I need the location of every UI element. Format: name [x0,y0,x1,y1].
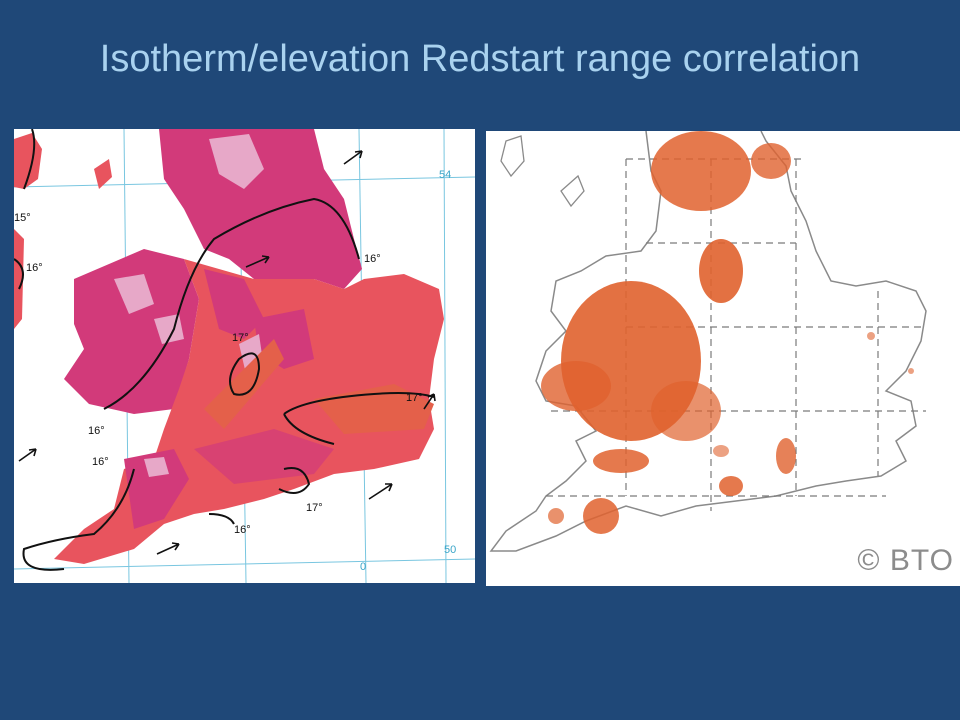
redstart-distribution [541,131,914,534]
isotherm-elevation-map: 15° 16° 16° 17° 16° 17° 16° 17° 16° 54 5… [14,129,475,583]
latitude-label-54: 54 [439,169,451,181]
isotherm-label-16d: 16° [92,456,109,468]
coastline [489,131,927,552]
isotherm-label-17c: 17° [306,502,323,514]
isotherm-label-17a: 17° [232,332,249,344]
longitude-label-0: 0 [360,561,366,573]
isotherm-label-15: 15° [14,212,31,224]
isotherm-label-16b: 16° [364,253,381,265]
isotherm-label-16c: 16° [88,425,105,437]
bto-copyright: © BTO [857,544,954,577]
isotherm-lines [14,129,435,571]
isotherm-label-17b: 17° [406,392,423,404]
slide-title: Isotherm/elevation Redstart range correl… [99,38,861,80]
wind-arrows [18,150,436,555]
isotherm-label-16e: 16° [234,524,251,536]
isotherm-label-16a: 16° [26,262,43,274]
latitude-label-50: 50 [444,544,456,556]
redstart-range-map: © BTO [486,131,960,586]
